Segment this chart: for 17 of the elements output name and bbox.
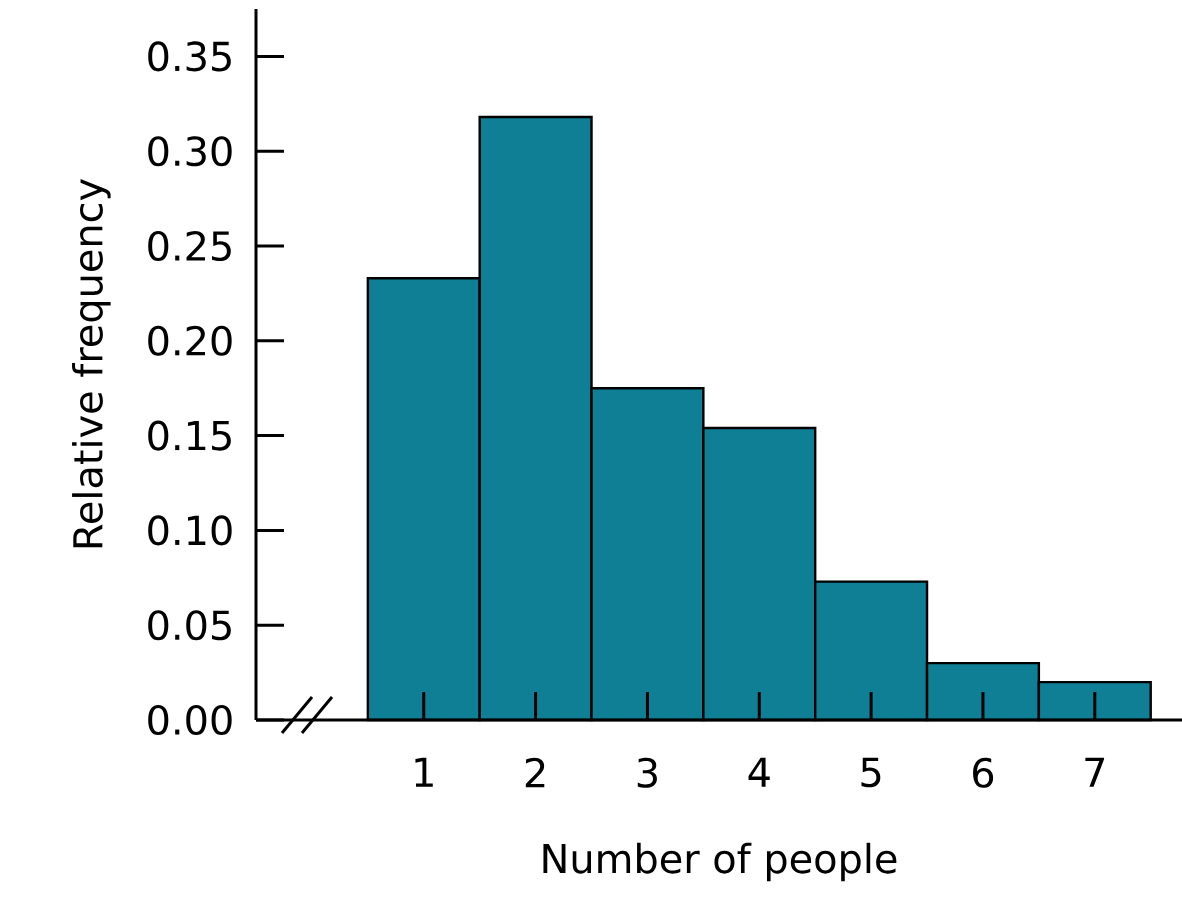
y-tick-label: 0.05 xyxy=(148,610,231,641)
y-tick-label: 0.35 xyxy=(148,41,231,72)
x-tick-label: 5 xyxy=(861,757,881,788)
y-tick-label: 0.00 xyxy=(148,704,232,736)
x-tick-label: 1 xyxy=(415,757,433,787)
x-axis-title: Number of people xyxy=(543,842,897,882)
x-tick-label: 7 xyxy=(1085,757,1105,787)
y-tick-label: 0.25 xyxy=(148,230,231,262)
y-tick-label: 0.30 xyxy=(148,136,232,167)
y-tick-label: 0.20 xyxy=(148,325,232,356)
y-axis-title: Relative frequency xyxy=(72,179,111,548)
x-tick-label: 3 xyxy=(637,757,657,788)
x-tick-label: 6 xyxy=(973,757,994,788)
x-tick-label: 4 xyxy=(748,757,770,787)
y-tick-label: 0.15 xyxy=(148,420,231,451)
x-tick-label: 2 xyxy=(525,757,545,788)
y-tick-label: 0.10 xyxy=(148,515,232,546)
